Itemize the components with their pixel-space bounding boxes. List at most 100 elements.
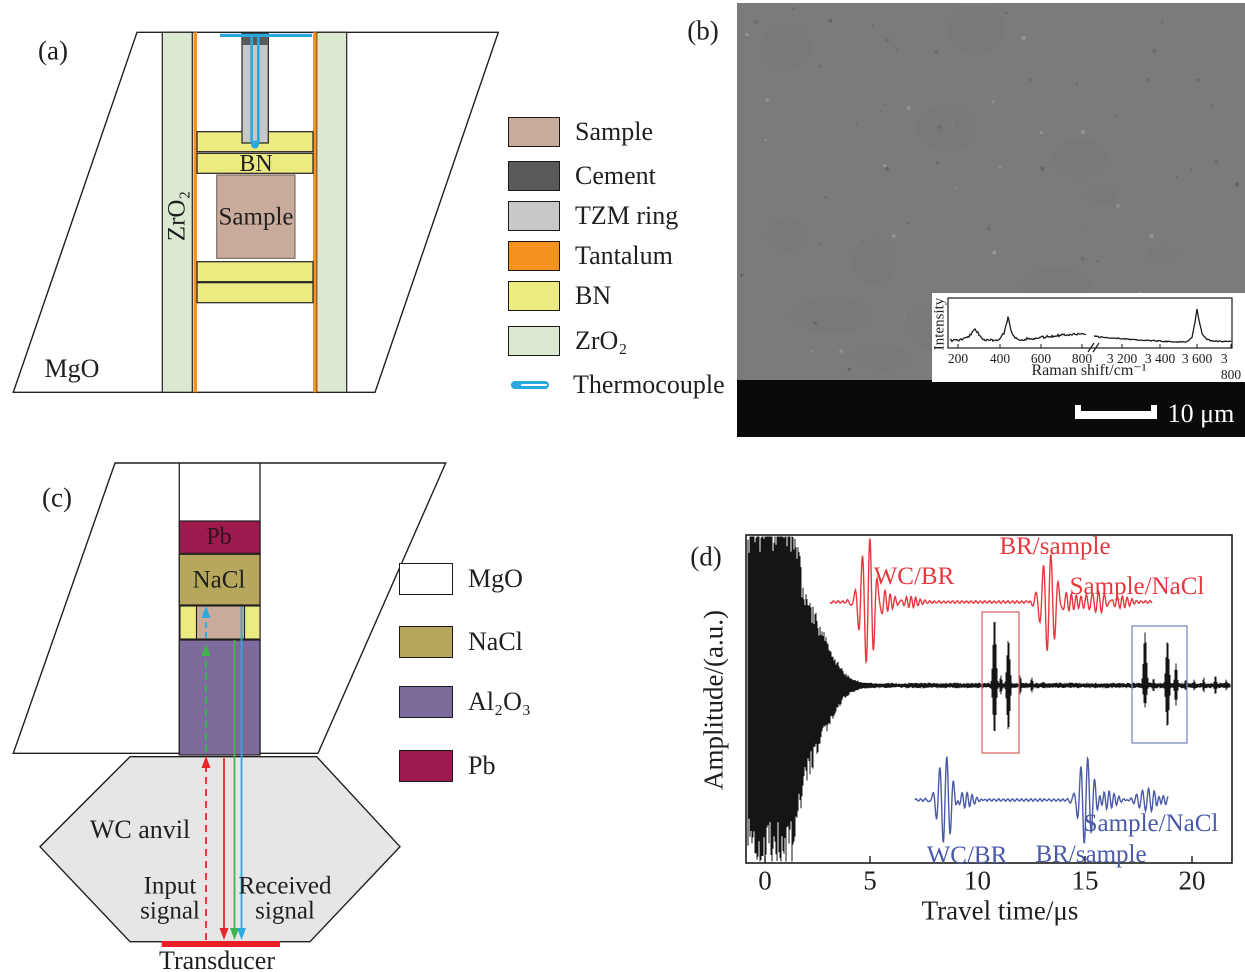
pb-swatch	[399, 750, 453, 782]
travel-time-tick-label: 0	[758, 865, 772, 896]
legend-item-tzm-ring: TZM ring	[508, 201, 678, 231]
raman-tick-label: 800	[1071, 351, 1093, 366]
bn-block-4	[196, 282, 314, 304]
thermocouple-wire-left	[250, 35, 253, 143]
annotation-red-wc-br: WC/BR	[873, 563, 955, 590]
travel-time-tick-label: 10	[964, 865, 991, 896]
raman-ylabel: Intensity	[931, 297, 948, 351]
legend-label: Pb	[468, 751, 496, 780]
received-signal-label-2: signal	[255, 897, 315, 925]
raman-tick-label: 3 800	[1220, 351, 1242, 382]
bn-block-3	[196, 261, 314, 283]
nacl-swatch	[399, 626, 453, 658]
bn-ring-left-c	[179, 605, 198, 640]
thermocouple-icon	[511, 381, 549, 389]
legend-item-nacl: NaCl	[399, 626, 523, 658]
zro2-swatch	[508, 326, 560, 356]
input-signal-label-2: signal	[140, 897, 200, 925]
zro2-label: ZrO₂	[163, 190, 191, 242]
annotation-blue-wc-br: WC/BR	[926, 842, 1008, 869]
panel-d-waveform-plot	[745, 534, 1233, 864]
travel-time-tick-label: 15	[1071, 865, 1099, 896]
bn-swatch	[508, 281, 560, 311]
legend-item-thermocouple: Thermocouple	[511, 372, 725, 398]
raman-tick-label: 3 600	[1181, 351, 1213, 366]
legend-item-al2o3: Al₂O₃	[399, 686, 531, 718]
legend-label: ZrO₂	[575, 326, 628, 355]
tantalum-swatch	[508, 241, 560, 271]
wc-anvil-label: WC anvil	[89, 815, 191, 844]
legend-label: Al₂O₃	[468, 687, 531, 716]
legend-item-zro2: ZrO₂	[508, 326, 627, 356]
sample-label: Sample	[218, 203, 294, 231]
zro2-strip-right	[316, 31, 348, 393]
mgo-label: MgO	[44, 354, 100, 383]
sample-block-c	[195, 605, 246, 640]
cement-swatch	[508, 161, 560, 191]
annotation-blue-br-sample: BR/sample	[1035, 841, 1147, 868]
raman-tick-label: 400	[989, 351, 1011, 366]
tzm-ring	[241, 32, 269, 144]
green-arrowhead-down	[230, 928, 239, 940]
received-signal-label-1: Received	[238, 872, 332, 900]
bn-label: BN	[239, 151, 273, 177]
annotation-blue-sample-nacl: Sample/NaCl	[1083, 810, 1219, 837]
bn-ring-right-c	[243, 605, 261, 640]
legend-item-mgo: MgO	[399, 563, 523, 595]
raman-xlabel: Raman shift/cm⁻¹	[1031, 362, 1147, 379]
raman-tick-label: 200	[947, 351, 969, 366]
thermocouple-lead-horizontal	[220, 33, 312, 37]
panel-c-label: (c)	[42, 482, 72, 513]
legend-label: TZM ring	[575, 201, 679, 230]
cement-plug	[242, 33, 268, 45]
al2o3-buffer-rod	[178, 639, 261, 756]
panel-a-schematic	[12, 31, 500, 393]
travel-time-axis-label: Travel time/μs	[921, 895, 1079, 926]
pb-label: Pb	[206, 524, 232, 550]
amplitude-axis-label: Amplitude/(a.u.)	[698, 610, 729, 790]
legend-label: Thermocouple	[573, 370, 725, 399]
raman-tick-label: 600	[1030, 351, 1052, 366]
legend-item-bn: BN	[508, 281, 611, 311]
tantalum-foil-right	[313, 32, 317, 393]
wc-anvil-hexagon	[39, 756, 401, 943]
thermocouple-junction	[251, 140, 259, 149]
mgo-swatch	[399, 563, 453, 595]
red-arrowhead-down	[219, 928, 229, 940]
blue-arrowhead-down	[237, 928, 246, 940]
bn-block-2	[196, 152, 314, 174]
raman-spectrum-plot	[947, 297, 1233, 353]
thermocouple-wire-right	[257, 35, 260, 143]
legend-label: Tantalum	[575, 241, 673, 270]
panel-c-schematic	[12, 462, 447, 947]
legend-label: Cement	[575, 161, 656, 190]
pb-block	[178, 520, 261, 554]
sem-info-bar	[737, 380, 1245, 437]
blue-arrowhead-up	[201, 606, 211, 618]
panel-a-label: (a)	[38, 35, 68, 66]
input-signal-label-1: Input	[143, 872, 197, 900]
transducer-bar	[161, 941, 280, 947]
scale-bar-label: 10 μm	[1167, 399, 1235, 428]
al2o3-swatch	[399, 686, 453, 718]
annotation-red-br-sample: BR/sample	[999, 533, 1111, 560]
legend-label: MgO	[468, 564, 523, 593]
legend-item-cement: Cement	[508, 161, 656, 191]
sample-block	[216, 174, 296, 259]
legend-label: BN	[575, 281, 612, 310]
legend-label: Sample	[575, 117, 653, 146]
nacl-block	[178, 553, 261, 606]
travel-time-tick-label: 20	[1178, 865, 1206, 896]
legend-item-tantalum: Tantalum	[508, 241, 673, 271]
legend-label: NaCl	[468, 627, 523, 656]
transducer-label: Transducer	[158, 946, 276, 972]
sample-swatch	[508, 117, 560, 147]
scale-bar	[1075, 405, 1157, 419]
zro2-strip-left	[161, 31, 193, 393]
legend-item-pb: Pb	[399, 750, 495, 782]
tantalum-foil-left	[193, 32, 198, 393]
panel-b-label: (b)	[687, 15, 719, 46]
legend-item-sample: Sample	[508, 117, 653, 147]
nacl-label: NaCl	[192, 566, 246, 594]
